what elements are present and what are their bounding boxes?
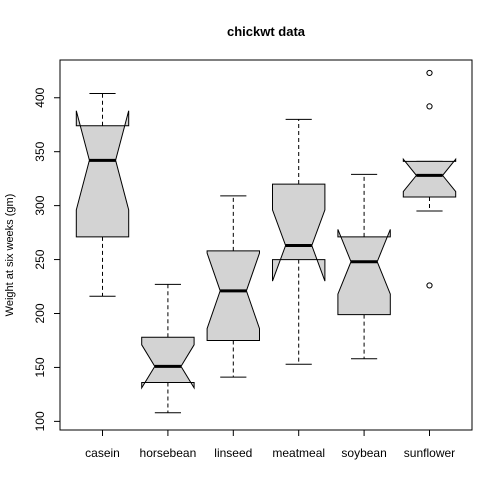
x-tick-label: meatmeal (272, 446, 325, 460)
box-horsebean (141, 283, 195, 414)
y-tick-label: 200 (33, 303, 47, 323)
x-tick-label: casein (85, 446, 120, 460)
box-body (75, 110, 130, 238)
outlier-point (426, 69, 433, 77)
x-axis: casein horsebean linseed meatmeal soybean sun… (85, 429, 455, 460)
y-tick-label: 250 (33, 249, 47, 269)
box-linseed (206, 195, 260, 378)
outlier-point (426, 103, 433, 110)
box-sunflower (402, 69, 457, 289)
box-soybean (337, 173, 391, 360)
x-tick-label: sunflower (404, 446, 455, 460)
x-tick-label: soybean (341, 446, 386, 460)
box-body (402, 157, 457, 198)
x-tick-label: linseed (214, 446, 252, 460)
y-tick-label: 350 (33, 141, 47, 161)
y-tick-label: 150 (33, 357, 47, 377)
chart-title: chickwt data (227, 24, 306, 39)
boxes (75, 69, 457, 414)
box-body (141, 336, 195, 390)
y-tick-label: 100 (33, 411, 47, 431)
box-body (206, 250, 260, 341)
box-meatmeal (272, 118, 326, 365)
outlier-point (426, 282, 433, 289)
box-casein (75, 92, 130, 297)
box-body (337, 229, 391, 316)
y-tick-label: 300 (33, 195, 47, 215)
box-body (272, 183, 326, 282)
x-tick-label: horsebean (140, 446, 197, 460)
y-tick-label: 400 (33, 87, 47, 107)
y-axis-label: Weight at six weeks (gm) (4, 194, 16, 317)
plot-frame (59, 59, 473, 431)
y-axis: 100 150 200 250 300 350 400 (33, 87, 61, 431)
